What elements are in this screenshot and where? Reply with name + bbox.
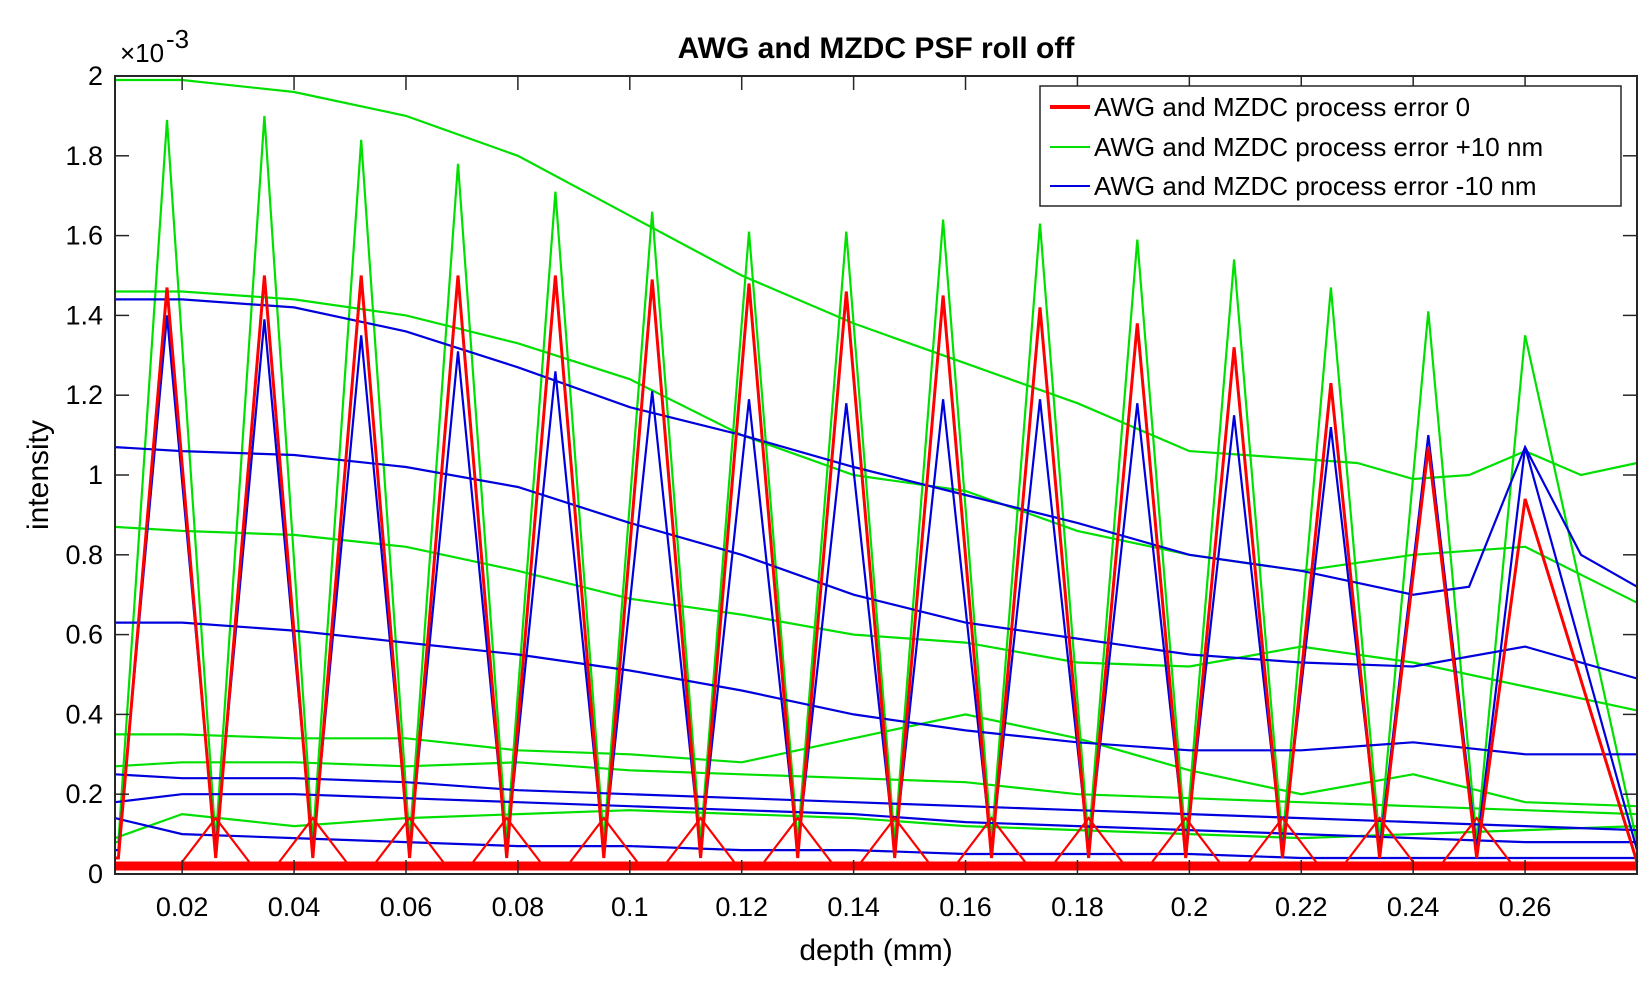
series-0-sidelobe-2	[375, 816, 445, 863]
y-axis-label: intensity	[22, 420, 55, 530]
y-tick-label: 0	[88, 859, 103, 889]
series-1-peaks	[115, 115, 1639, 844]
x-tick-label: 0.14	[827, 892, 880, 922]
y-tick-label: 1	[88, 460, 103, 490]
series-0-sidelobe-4	[569, 816, 639, 863]
series-2-envelope-4	[114, 793, 1637, 844]
series-0-sidelobe-9	[1054, 816, 1124, 863]
series-0-sidelobe-12	[1345, 816, 1415, 863]
x-tick-label: 0.26	[1499, 892, 1552, 922]
series-0-sidelobe-8	[957, 816, 1026, 863]
series-1-envelope-0	[115, 78, 1638, 481]
y-tick-label: 2	[88, 61, 103, 91]
y-tick-label: 0.2	[65, 779, 103, 809]
series-0-sidelobe-0	[181, 816, 251, 863]
x-axis-label: depth (mm)	[799, 934, 952, 967]
series-0-sidelobe-1	[278, 816, 348, 863]
series-0-sidelobe-6	[763, 816, 833, 863]
chart-title: AWG and MZDC PSF roll off	[678, 32, 1076, 65]
legend: AWG and MZDC process error 0 AWG and MZD…	[1039, 85, 1622, 207]
x-tick-label: 0.22	[1275, 892, 1328, 922]
y-tick-label: 0.6	[65, 620, 103, 650]
y-tick-label: 0.4	[65, 699, 103, 729]
series-0-sidelobe-10	[1151, 816, 1221, 863]
x-tick-label: 0.24	[1387, 892, 1440, 922]
series-layer	[114, 78, 1639, 871]
y-tick-label: 1.6	[65, 221, 103, 251]
x-tick-label: 0.12	[715, 892, 768, 922]
x-tick-label: 0.02	[156, 892, 209, 922]
series-2-envelope-1	[114, 446, 1638, 680]
series-0-peaks	[115, 275, 1639, 863]
x-tick-label: 0.1	[611, 892, 649, 922]
series-0-sidelobe-3	[472, 816, 542, 863]
plot-background	[115, 76, 1637, 874]
series-2-envelope-5	[114, 817, 1637, 860]
series-1-envelope-2	[114, 525, 1638, 712]
series-1-envelope-3	[115, 713, 1638, 808]
x-tick-label: 0.18	[1051, 892, 1104, 922]
legend-entry-2: AWG and MZDC process error -10 nm	[1094, 171, 1537, 201]
y-tick-label: 0.8	[65, 540, 103, 570]
series-0-sidelobe-7	[860, 816, 930, 863]
x-tick-label: 0.04	[268, 892, 321, 922]
y-exponent-power: -3	[166, 24, 189, 54]
x-tick-label: 0.06	[380, 892, 433, 922]
x-tick-label: 0.08	[492, 892, 545, 922]
y-tick-label: 1.8	[65, 141, 103, 171]
series-0-sidelobe-5	[666, 816, 736, 863]
legend-entry-0: AWG and MZDC process error 0	[1094, 92, 1470, 122]
legend-box	[1039, 85, 1622, 207]
y-exponent-label: ×10	[120, 38, 164, 68]
x-tick-label: 0.2	[1171, 892, 1209, 922]
series-2-envelope-0	[115, 298, 1638, 596]
series-0-sidelobe-11	[1248, 816, 1317, 863]
y-tick-label: 1.2	[65, 380, 103, 410]
x-tick-label: 0.16	[939, 892, 992, 922]
y-tick-label: 1.4	[65, 300, 103, 330]
legend-entry-1: AWG and MZDC process error +10 nm	[1094, 132, 1543, 162]
series-0-sidelobe-13	[1442, 816, 1512, 863]
tick-layer: 0.02 0.04 0.06 0.08 0.1 0.12 0.14 0.16 0.18 0.2 0.…	[65, 61, 1637, 922]
